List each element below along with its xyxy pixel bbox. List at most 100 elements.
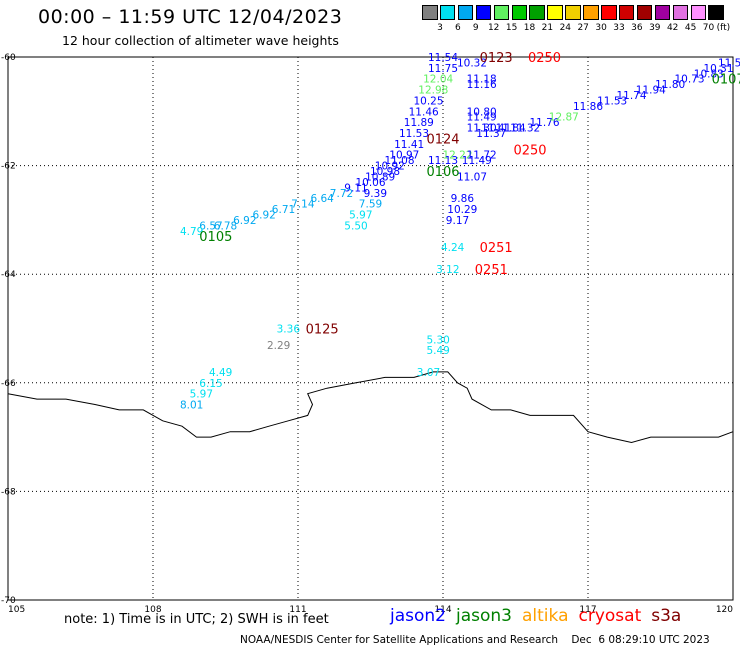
lon-tick-label: 108 [144,605,161,615]
wave-height-label: 11.37 [476,128,506,140]
wave-height-label: 7.14 [291,199,315,211]
antarctic-coastline [7,371,734,444]
wave-height-label: 10.89 [365,171,395,183]
legend-label: 42 [666,23,679,33]
wave-height-label: 6.57 [199,220,222,232]
lon-tick-label: 111 [289,605,306,615]
wave-height-label: 11.84 [496,123,526,135]
legend-swatch [601,5,617,20]
satellite-jason3: jason3 [456,606,512,626]
pass-time-label: 0123 [480,51,513,66]
wave-height-label: 11.41 [394,139,424,151]
wave-height-label: 7.72 [330,188,353,200]
pass-time-label: 0125 [306,323,339,338]
legend-swatch [511,5,527,20]
wave-height-label: 10.73 [674,74,704,86]
pass-time-label: 0251 [475,263,508,278]
map-subtitle: 12 hour collection of altimeter wave hei… [62,33,339,48]
wave-height-label: 6.78 [214,220,237,232]
legend-swatch [565,5,581,20]
legend-swatch [618,5,635,20]
wave-height-label: 10.32 [457,57,487,69]
wave-height-label: 9.11 [344,182,367,194]
satellite-jason2: jason2 [390,606,446,626]
satellite-cryosat: cryosat [578,606,642,626]
wave-height-label: 6.92 [233,215,256,227]
legend-swatch [529,5,545,20]
wave-height-label: 11.80 [655,79,685,91]
wave-height-label: 11.53 [399,128,429,140]
wave-height-label: 12.98 [418,85,448,97]
wave-height-label: 10.29 [447,204,477,216]
satellite-legend: jason2 jason3 altika cryosat s3a [390,606,691,626]
wave-height-label: 10.06 [355,177,385,189]
wave-height-label: 10.97 [389,150,419,162]
legend-swatch [672,5,689,20]
lon-tick-label: 120 [716,605,733,615]
map-frame [7,56,734,601]
wave-height-label: 5.97 [349,209,372,221]
wave-height-label: 11.53 [597,95,627,107]
wave-height-label: 6.15 [199,378,222,390]
wave-height-label: 11.89 [404,117,434,129]
wave-height-label: 6.71 [272,204,295,216]
legend-label: 33 [613,23,625,33]
wave-height-label: 11.72 [467,150,497,162]
legend-label: 24 [559,23,572,33]
wave-height-label: 4.79 [180,226,203,238]
map-title: 00:00 – 11:59 UTC 12/04/2023 [38,6,343,28]
lon-tick-label: 114 [434,605,451,615]
footnote: note: 1) Time is in UTC; 2) SWH is in fe… [64,612,329,627]
legend-label: 21 [541,23,554,33]
wave-height-label: 10.92 [375,161,405,173]
wave-height-label: 11.75 [428,63,458,75]
wave-height-label: 12.87 [549,112,579,124]
wave-height-label: 7.59 [359,199,382,211]
lat-tick-label: -62 [1,162,16,172]
wave-height-label: 11.76 [529,117,559,129]
legend-swatch [457,5,474,20]
lat-tick-label: -64 [1,270,16,280]
legend-swatch [636,5,653,20]
wave-height-label: 9.17 [446,215,469,227]
wave-height-label: 11.54 [428,52,458,64]
wave-height-label: 11.07 [457,171,487,183]
legend-swatch [439,5,456,20]
wave-height-label: 11.46 [409,106,439,118]
wave-height-label: 12.04 [423,74,453,86]
wave-height-label: 11.86 [573,101,603,113]
legend-label: 36 [631,23,643,33]
wave-height-label: 5.50 [344,220,367,232]
pass-time-label: 0124 [426,132,459,147]
legend-label: 9 [472,23,479,33]
wave-height-label: 11.32 [510,123,540,135]
wave-height-label: 5.49 [426,345,449,357]
wave-height-label: 11.49 [462,155,492,167]
legend-swatch [493,5,510,20]
pass-time-label: 0250 [528,51,561,66]
legend-label: 15 [505,23,518,33]
legend-label: 12 [487,23,500,33]
wave-height-label: 4.49 [209,367,232,379]
wave-height-label: 3.12 [436,264,459,276]
legend-swatch [690,5,706,20]
lon-tick-label: 105 [8,605,25,615]
wave-height-label: 11.30 [467,123,497,135]
wave-height-label: 11.50 [718,57,740,69]
pass-time-label: 0251 [480,241,513,256]
wave-height-label: 11.13 [428,155,458,167]
wave-height-label: 6.64 [310,193,334,205]
pass-time-label: 0105 [199,230,232,245]
wave-height-label: 12.22 [442,150,472,162]
wave-height-label: 5.30 [426,334,449,346]
legend-label: 39 [649,23,661,33]
wave-height-label: 9.39 [364,188,387,200]
legend-swatch [547,5,563,20]
lat-tick-label: -68 [1,487,16,497]
wave-height-label: 11.49 [467,112,497,124]
satellite-s3a: s3a [651,606,682,626]
wave-height-label: 3.07 [417,367,440,379]
wave-height-label: 3.36 [277,324,301,336]
wave-height-label: 11.94 [636,85,666,97]
